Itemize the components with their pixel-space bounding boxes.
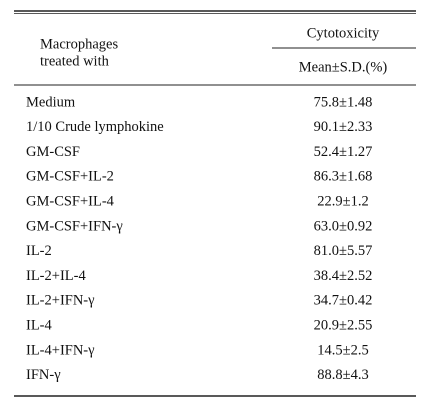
row-label: IL-2+IFN-γ — [26, 293, 95, 309]
column-group: Cytotoxicity — [307, 25, 380, 41]
row-label: GM-CSF+IL-2 — [26, 169, 114, 185]
cell-value: 63.0±0.92 — [314, 218, 373, 234]
cell-value: 20.9±2.55 — [314, 318, 373, 334]
row-header: treated with — [40, 53, 110, 69]
cell-value: 81.0±5.57 — [314, 243, 373, 259]
cell-value: 86.3±1.68 — [314, 169, 373, 185]
cell-value: 75.8±1.48 — [314, 94, 373, 110]
row-label: Medium — [26, 94, 76, 110]
row-label: GM-CSF+IFN-γ — [26, 218, 123, 234]
row-label: 1/10 Crude lymphokine — [26, 119, 164, 135]
row-label: IL-2+IL-4 — [26, 268, 86, 284]
cell-value: 34.7±0.42 — [314, 293, 373, 309]
cell-value: 38.4±2.52 — [314, 268, 373, 284]
column-header: Mean±S.D.(%) — [299, 59, 388, 75]
row-label: IL-4+IFN-γ — [26, 342, 95, 358]
row-label: IL-4 — [26, 318, 53, 334]
row-label: IL-2 — [26, 243, 52, 259]
cell-value: 22.9±1.2 — [317, 194, 368, 210]
row-header: Macrophages — [40, 36, 118, 52]
cell-value: 52.4±1.27 — [314, 144, 373, 160]
cell-value: 90.1±2.33 — [314, 119, 373, 135]
cell-value: 14.5±2.5 — [317, 342, 368, 358]
row-label: GM-CSF — [26, 144, 80, 160]
row-label: IFN-γ — [26, 367, 61, 383]
cell-value: 88.8±4.3 — [317, 367, 368, 383]
row-label: GM-CSF+IL-4 — [26, 194, 115, 210]
